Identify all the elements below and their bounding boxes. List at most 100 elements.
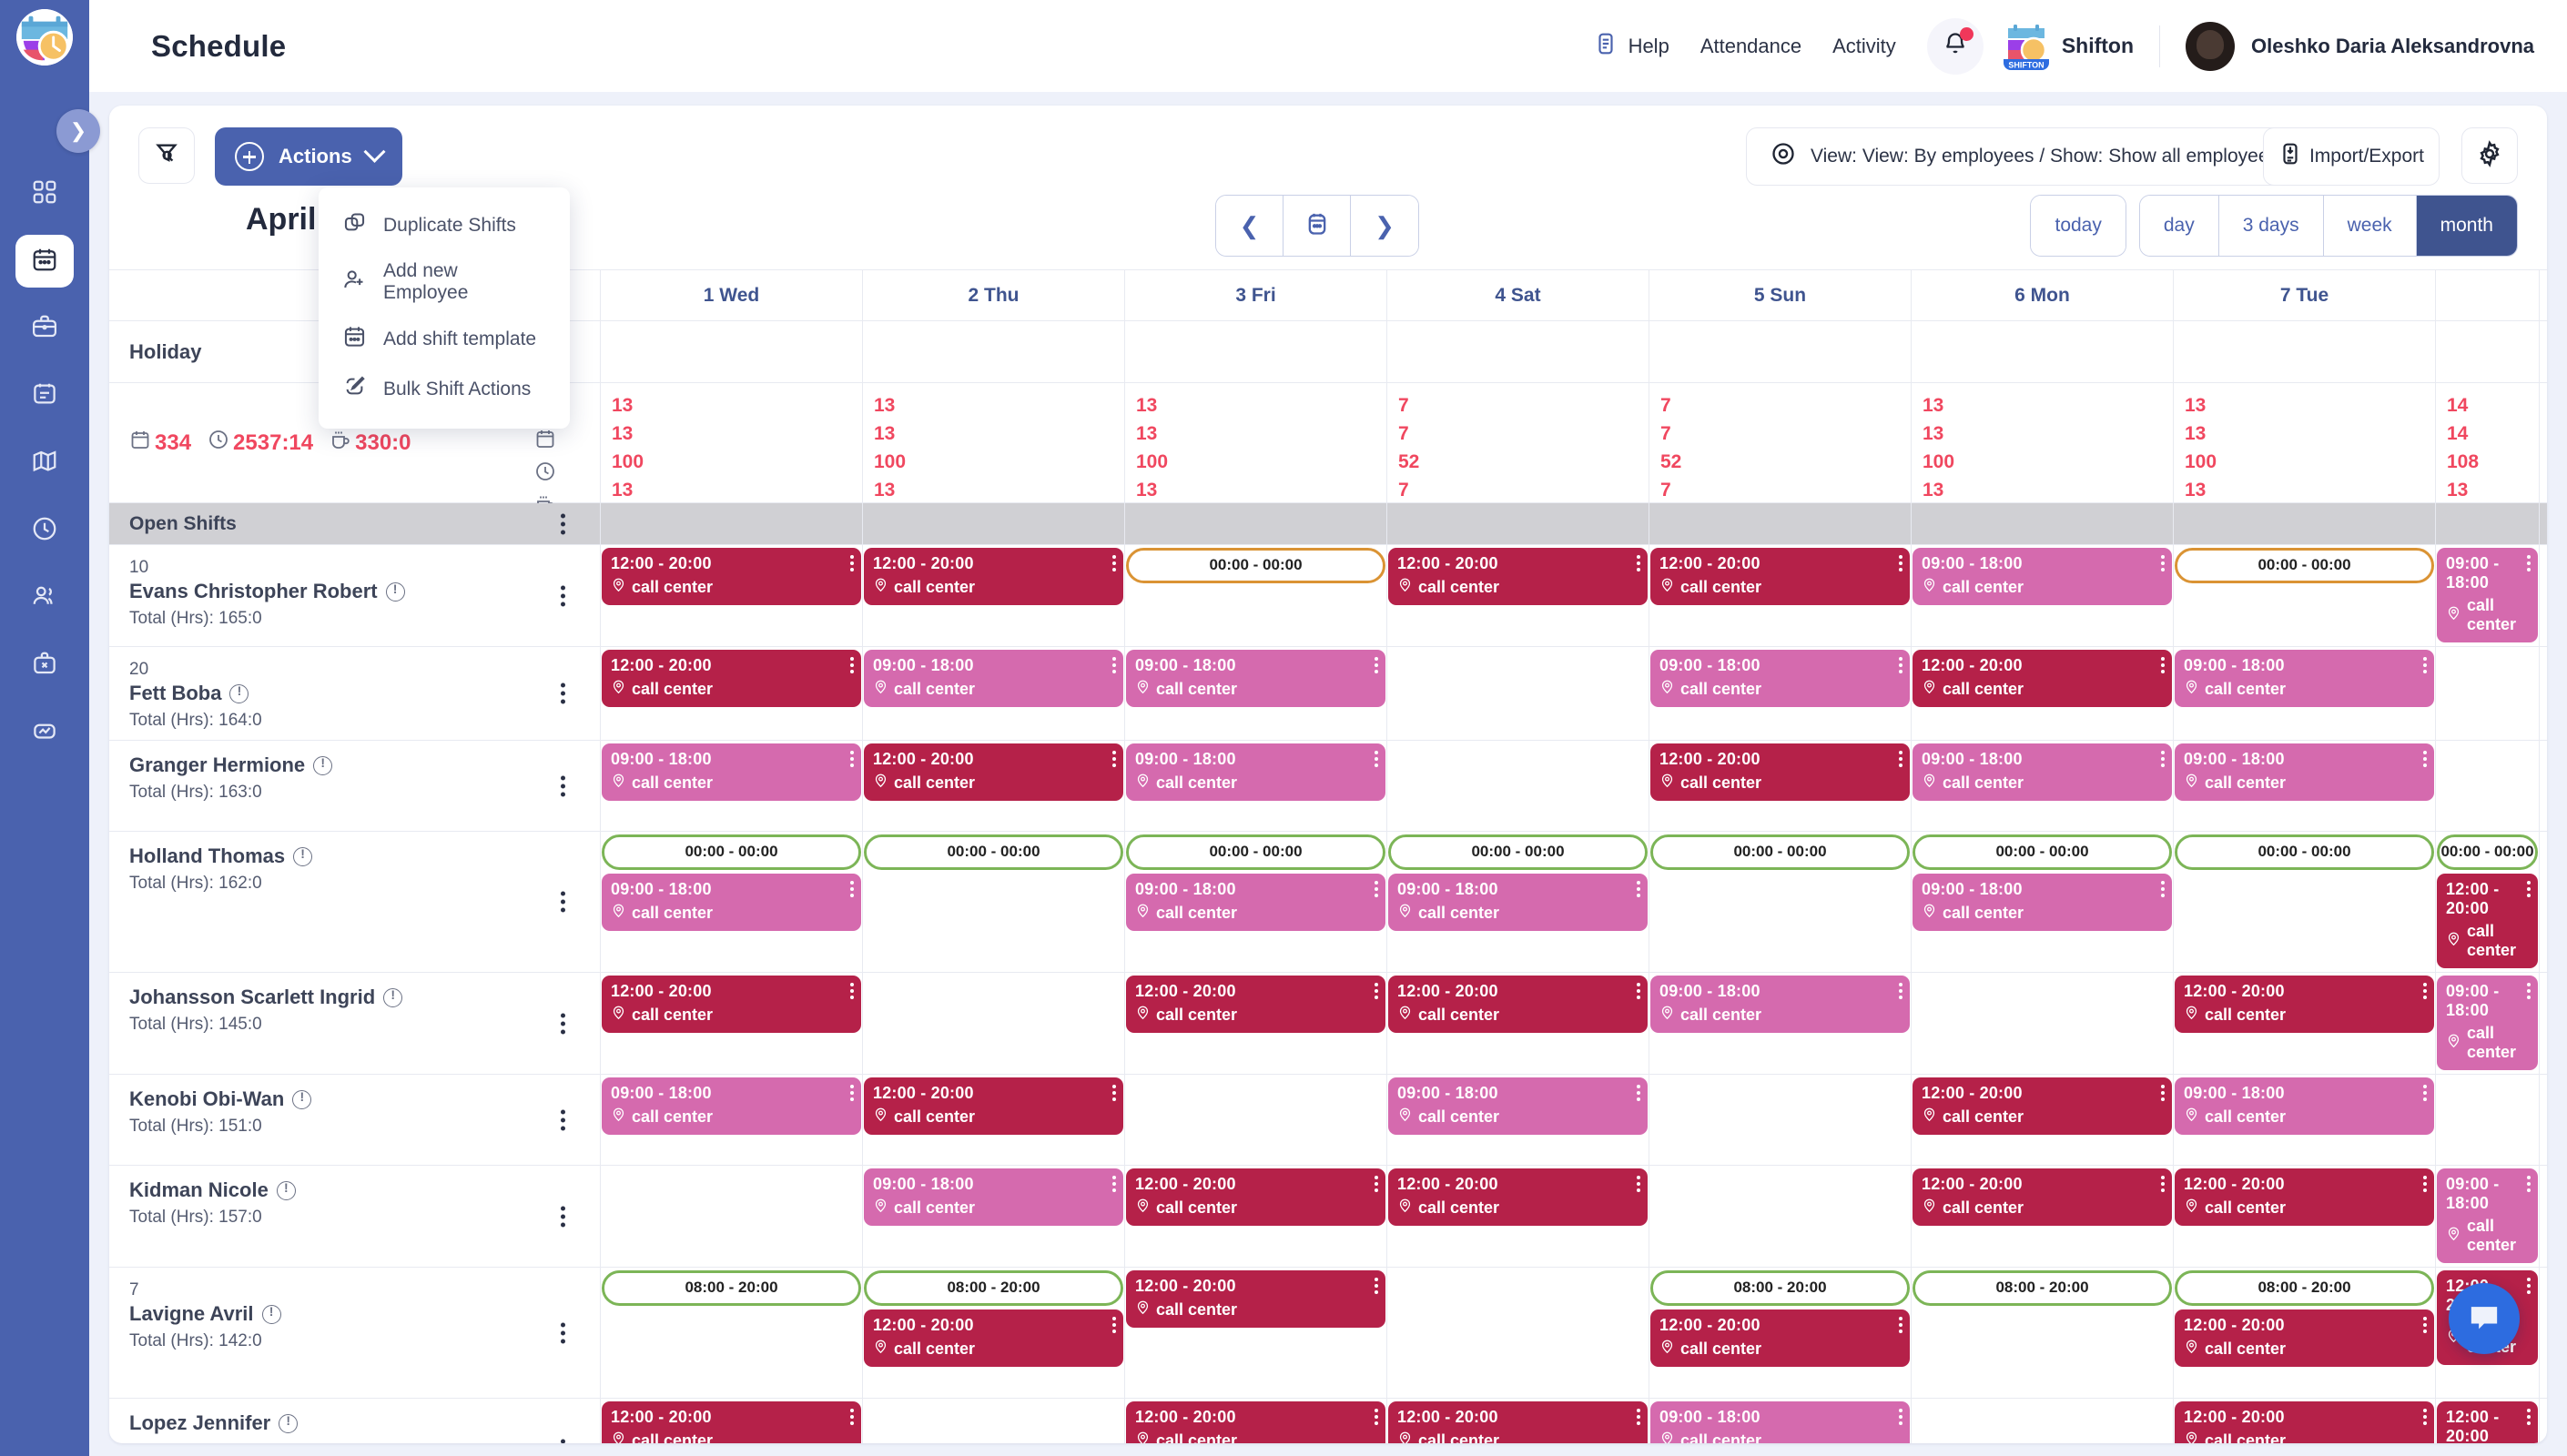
- actions-button[interactable]: Actions: [215, 127, 402, 186]
- range-day[interactable]: day: [2139, 196, 2219, 256]
- time-off-pill[interactable]: 00:00 - 00:00: [1913, 834, 2172, 870]
- time-off-pill[interactable]: 00:00 - 00:00: [2175, 548, 2434, 583]
- shift-card[interactable]: 09:00 - 18:00 call center: [2175, 743, 2434, 801]
- sidebar-item-jobs[interactable]: [15, 302, 74, 355]
- date-picker-button[interactable]: [1284, 196, 1351, 256]
- shift-card-menu[interactable]: [1899, 1409, 1902, 1425]
- warning-icon[interactable]: [279, 1413, 299, 1433]
- shift-card-menu[interactable]: [1375, 1176, 1378, 1192]
- shift-card-menu[interactable]: [850, 1409, 854, 1425]
- shift-card[interactable]: 09:00 - 18:00 call center: [602, 743, 861, 801]
- time-off-pill[interactable]: 00:00 - 00:00: [1388, 834, 1648, 870]
- range-month[interactable]: month: [2416, 196, 2517, 256]
- shift-card-menu[interactable]: [2161, 1085, 2165, 1101]
- sidebar-item-dashboard[interactable]: [15, 167, 74, 220]
- menu-item-add-new-employee[interactable]: Add new Employee: [319, 250, 570, 314]
- shift-card-menu[interactable]: [2527, 555, 2531, 571]
- shift-card[interactable]: 09:00 - 18:00 call center: [2437, 548, 2538, 642]
- shift-card-menu[interactable]: [850, 751, 854, 767]
- shift-card-menu[interactable]: [1637, 983, 1640, 999]
- shift-card-menu[interactable]: [2161, 555, 2165, 571]
- shift-card-menu[interactable]: [2423, 983, 2427, 999]
- prev-period-button[interactable]: ❮: [1216, 196, 1284, 256]
- avatar[interactable]: [2186, 21, 2236, 71]
- warning-icon[interactable]: [229, 683, 249, 703]
- time-off-pill[interactable]: 08:00 - 20:00: [2175, 1270, 2434, 1306]
- employee-row-menu[interactable]: [561, 775, 565, 796]
- shift-card-menu[interactable]: [1375, 751, 1378, 767]
- menu-item-bulk-shift-actions[interactable]: Bulk Shift Actions: [319, 364, 570, 414]
- employee-row-menu[interactable]: [561, 682, 565, 704]
- shift-card-menu[interactable]: [1899, 555, 1902, 571]
- warning-icon[interactable]: [313, 755, 333, 775]
- shift-card-menu[interactable]: [850, 983, 854, 999]
- shift-card-menu[interactable]: [850, 881, 854, 897]
- shift-card-menu[interactable]: [1375, 881, 1378, 897]
- shift-card-menu[interactable]: [1899, 983, 1902, 999]
- shift-card[interactable]: 09:00 - 18:00 call center: [864, 1168, 1123, 1226]
- shift-card-menu[interactable]: [1637, 1409, 1640, 1425]
- shift-card[interactable]: 09:00 - 18:00 call center: [2175, 650, 2434, 707]
- shift-card-menu[interactable]: [1637, 1085, 1640, 1101]
- shift-card-menu[interactable]: [2423, 1409, 2427, 1425]
- open-shifts-row-menu[interactable]: [561, 513, 565, 534]
- today-button[interactable]: today: [2031, 196, 2126, 256]
- shift-card-menu[interactable]: [2161, 881, 2165, 897]
- chat-widget-button[interactable]: [2449, 1283, 2520, 1354]
- shift-card[interactable]: 09:00 - 18:00 call center: [1913, 874, 2172, 931]
- employee-row-menu[interactable]: [561, 585, 565, 606]
- warning-icon[interactable]: [385, 581, 405, 602]
- time-off-pill[interactable]: 08:00 - 20:00: [1650, 1270, 1910, 1306]
- menu-item-add-shift-template[interactable]: Add shift template: [319, 314, 570, 364]
- shift-card-menu[interactable]: [1375, 983, 1378, 999]
- shift-card-menu[interactable]: [1637, 1176, 1640, 1192]
- sidebar-item-reports[interactable]: [15, 369, 74, 422]
- shift-card[interactable]: 09:00 - 18:00 call center: [602, 874, 861, 931]
- shift-card[interactable]: 09:00 - 18:00 call center: [1650, 976, 1910, 1033]
- shift-card-menu[interactable]: [850, 657, 854, 673]
- attendance-link[interactable]: Attendance: [1699, 34, 1802, 57]
- shift-card-menu[interactable]: [2527, 983, 2531, 999]
- employee-row-menu[interactable]: [561, 1013, 565, 1034]
- shift-card-menu[interactable]: [1112, 1317, 1116, 1333]
- shift-card-menu[interactable]: [850, 1085, 854, 1101]
- filter-button[interactable]: [138, 127, 195, 184]
- shift-card[interactable]: 09:00 - 18:00 call center: [1126, 650, 1385, 707]
- shift-card[interactable]: 09:00 - 18:00 call center: [2437, 976, 2538, 1070]
- shift-card[interactable]: 09:00 - 18:00 call center: [1913, 548, 2172, 605]
- warning-icon[interactable]: [383, 987, 403, 1007]
- shift-card-menu[interactable]: [1112, 751, 1116, 767]
- shift-card-menu[interactable]: [2423, 1176, 2427, 1192]
- warning-icon[interactable]: [261, 1304, 281, 1324]
- shift-card[interactable]: 09:00 - 18:00 call center: [864, 650, 1123, 707]
- time-off-pill[interactable]: 08:00 - 20:00: [1913, 1270, 2172, 1306]
- time-off-pill[interactable]: 00:00 - 00:00: [1126, 548, 1385, 583]
- shift-card-menu[interactable]: [1637, 555, 1640, 571]
- shift-card-menu[interactable]: [2161, 751, 2165, 767]
- warning-icon[interactable]: [276, 1180, 296, 1200]
- time-off-pill[interactable]: 08:00 - 20:00: [864, 1270, 1123, 1306]
- shift-card-menu[interactable]: [2527, 1278, 2531, 1294]
- shift-card-menu[interactable]: [850, 555, 854, 571]
- shift-card[interactable]: 09:00 - 18:00 call center: [1126, 874, 1385, 931]
- shift-card-menu[interactable]: [1375, 1278, 1378, 1294]
- shift-card[interactable]: 09:00 - 18:00 call center: [602, 1077, 861, 1135]
- shift-card-menu[interactable]: [1112, 555, 1116, 571]
- shift-card-menu[interactable]: [2423, 657, 2427, 673]
